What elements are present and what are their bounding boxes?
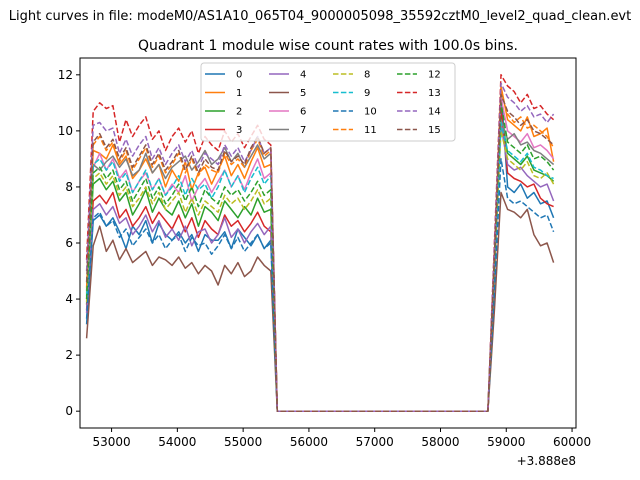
x-tick-label: 58000 <box>421 435 459 449</box>
x-tick-label: 60000 <box>553 435 591 449</box>
y-tick-label: 8 <box>65 180 73 194</box>
legend-label-1: 1 <box>236 88 242 99</box>
series-line-15 <box>85 93 555 412</box>
legend-label-15: 15 <box>428 125 441 136</box>
legend-label-14: 14 <box>428 107 441 118</box>
x-tick-label: 53000 <box>92 435 130 449</box>
series-line-9 <box>85 121 554 412</box>
legend-label-3: 3 <box>236 125 242 136</box>
legend-label-8: 8 <box>364 70 370 81</box>
y-tick-label: 0 <box>65 404 73 418</box>
series-line-7 <box>85 118 555 412</box>
y-tick-label: 4 <box>65 292 73 306</box>
legend-label-2: 2 <box>236 107 242 118</box>
legend-label-6: 6 <box>300 107 306 118</box>
y-tick-label: 10 <box>58 124 73 138</box>
legend-label-11: 11 <box>364 125 377 136</box>
chart-title: Quadrant 1 module wise count rates with … <box>138 38 518 54</box>
legend-label-5: 5 <box>300 88 306 99</box>
x-tick-label: 55000 <box>224 435 262 449</box>
x-offset-label: +3.888e8 <box>517 454 576 468</box>
x-tick-label: 56000 <box>290 435 328 449</box>
x-tick-label: 54000 <box>158 435 196 449</box>
legend-label-7: 7 <box>300 125 306 136</box>
x-tick-label: 59000 <box>487 435 525 449</box>
y-tick-label: 6 <box>65 236 73 250</box>
axis-ticks: 53000 54000 55000 56000 57000 58000 59000 60000… <box>58 68 591 449</box>
legend-label-10: 10 <box>364 107 377 118</box>
legend-frame <box>200 62 456 142</box>
series-line-12 <box>85 102 555 412</box>
series-line-8 <box>85 130 555 412</box>
legend-label-9: 9 <box>364 88 370 99</box>
legend-label-13: 13 <box>428 88 441 99</box>
series-line-6 <box>85 96 555 412</box>
legend-label-12: 12 <box>428 70 441 81</box>
y-tick-label: 2 <box>65 348 73 362</box>
legend-label-0: 0 <box>236 70 242 81</box>
x-tick-label: 57000 <box>356 435 394 449</box>
y-tick-label: 12 <box>58 68 73 82</box>
series-layer <box>85 74 555 412</box>
figure-suptitle: Light curves in file: modeM0/AS1A10_065T… <box>9 9 631 24</box>
legend-label-4: 4 <box>300 70 306 81</box>
